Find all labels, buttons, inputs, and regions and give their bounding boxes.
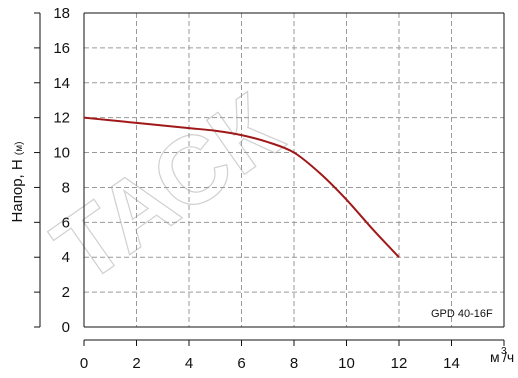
series-line <box>83 116 400 258</box>
watermark-text: ТАСК <box>35 74 299 304</box>
x-axis-unit: м <box>490 349 500 365</box>
x-axis-unit-superscript: 3 <box>501 346 507 357</box>
x-axis: 0 2 4 6 8 10 12 14 <box>80 339 505 372</box>
x-tick-label: 0 <box>80 355 88 372</box>
x-tick-label: 2 <box>132 355 140 372</box>
x-axis-unit-tail: /ч <box>503 349 514 365</box>
x-tick-label: 8 <box>290 355 298 372</box>
y-tick-label: 12 <box>53 110 70 127</box>
plot-frame <box>83 12 505 328</box>
x-tick-label: 6 <box>237 355 245 372</box>
y-tick-label: 8 <box>62 179 70 196</box>
y-tick-label: 6 <box>62 214 70 231</box>
y-tick-label: 4 <box>62 249 70 266</box>
y-axis: 0 2 4 6 8 10 12 14 16 18 <box>34 5 70 336</box>
y-tick-label: 18 <box>53 5 70 22</box>
x-tick-label: 14 <box>443 355 460 372</box>
model-label: GPD 40-16F <box>431 308 493 320</box>
x-tick-label: 12 <box>391 355 408 372</box>
y-tick-label: 2 <box>62 284 70 301</box>
y-axis-unit: (м) <box>14 142 25 156</box>
series-layer <box>83 116 400 258</box>
y-tick-label: 0 <box>62 319 70 336</box>
y-axis-title: Напор, Н (м) <box>9 142 26 223</box>
y-tick-label: 16 <box>53 40 70 57</box>
y-tick-label: 14 <box>53 75 70 92</box>
y-tick-label: 10 <box>53 145 70 162</box>
x-tick-label: 10 <box>338 355 355 372</box>
x-tick-label: 4 <box>185 355 193 372</box>
